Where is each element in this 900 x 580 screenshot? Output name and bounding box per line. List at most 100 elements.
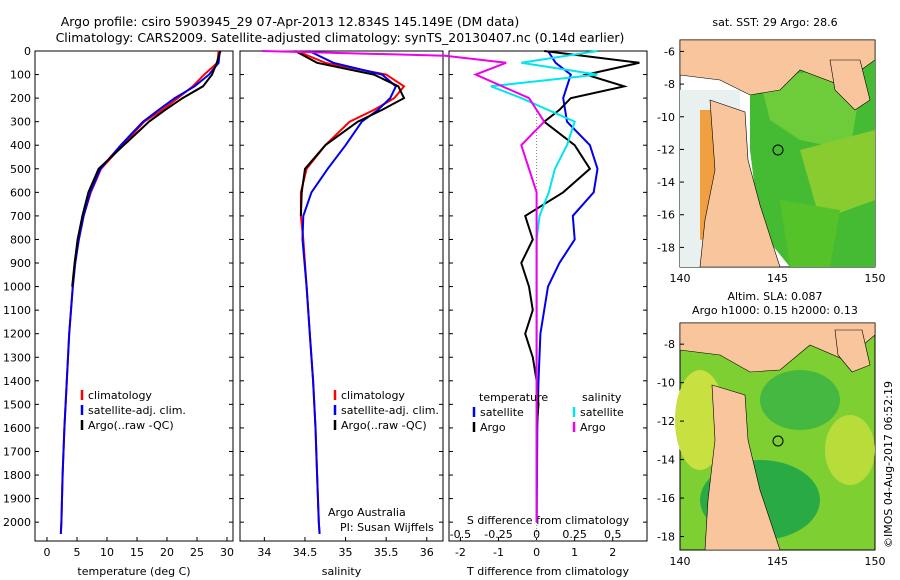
x-tick-label: 35.5 <box>374 546 399 559</box>
y-tick-label: 800 <box>10 233 31 246</box>
x-tick-label: 25 <box>190 546 204 559</box>
series-line-argo <box>71 50 222 287</box>
map-x-tick-label: 150 <box>865 272 886 285</box>
legend-label: satellite <box>580 406 624 419</box>
y-tick-label: 900 <box>10 257 31 270</box>
map-y-tick-label: -14 <box>657 454 675 467</box>
y-tick-label: 1000 <box>3 281 31 294</box>
legend-label: Argo <box>580 421 606 434</box>
x-tick-label: 0 <box>533 546 540 559</box>
sst-map <box>679 39 876 268</box>
map-y-tick-label: -10 <box>657 111 675 124</box>
legend-label: satellite <box>480 406 524 419</box>
series-line-satellite-adj-clim- <box>301 50 398 534</box>
x-top-tick-label: 0.5 <box>604 528 622 541</box>
map-y-tick-label: -16 <box>657 492 675 505</box>
map-y-tick-label: -12 <box>657 143 675 156</box>
salinity-panel: 34 34.5 35 35.5 36 salinity climatology satelli… <box>239 50 444 578</box>
legend-temperature-title: temperature <box>479 391 548 404</box>
map-y-tick-label: -10 <box>657 377 675 390</box>
y-tick-label: 1800 <box>3 469 31 482</box>
y-tick-label: 1500 <box>3 398 31 411</box>
y-tick-label: 700 <box>10 210 31 223</box>
y-tick-label: 1100 <box>3 304 31 317</box>
map-y-tick-label: -18 <box>657 531 675 544</box>
x-tick-label: 2 <box>609 546 616 559</box>
map-x-tick-label: 150 <box>865 555 886 568</box>
y-tick-label: 300 <box>10 116 31 129</box>
x-tick-label: 34 <box>257 546 271 559</box>
y-tick-label: 1700 <box>3 445 31 458</box>
difference-panel: -2 -1 0 1 2 T difference from climatology -0.5… <box>262 50 648 578</box>
legend-salinity-title: salinity <box>582 391 622 404</box>
sla-map-title2: Argo h1000: 0.15 h2000: 0.13 <box>692 304 858 317</box>
sla-map-ticks: 140 145 150 -8 -10 -12 -14 -16 -18 <box>657 338 885 568</box>
timestamp: ©IMOS 04-Aug-2017 06:52:19 <box>882 381 895 548</box>
credit-line2: PI: Susan Wijffels <box>340 521 434 534</box>
credit-line1: Argo Australia <box>328 506 406 519</box>
x-top-tick-label: -0.25 <box>484 528 512 541</box>
sst-map-title: sat. SST: 29 Argo: 28.6 <box>712 16 837 29</box>
series-line-argo <box>294 50 406 216</box>
y-tick-label: 1200 <box>3 328 31 341</box>
x-tick-label: 36 <box>420 546 434 559</box>
y-tick-label: 1900 <box>3 493 31 506</box>
y-tick-label: 600 <box>10 186 31 199</box>
map-y-tick-label: -14 <box>657 176 675 189</box>
legend-label: Argo(..raw -QC) <box>88 419 174 432</box>
map-y-tick-label: -16 <box>657 209 675 222</box>
series-line-s-argo <box>262 50 546 523</box>
series-line-t-satellite <box>535 50 599 523</box>
x-tick-label: 15 <box>130 546 144 559</box>
title-line2: Climatology: CARS2009. Satellite-adjuste… <box>56 30 625 45</box>
legend-label: climatology <box>88 389 152 402</box>
x-top-tick-label: 0.25 <box>562 528 587 541</box>
plot-frame <box>34 50 234 542</box>
map-y-tick-label: -8 <box>664 78 675 91</box>
legend-label: Argo <box>480 421 506 434</box>
plot-frame <box>239 50 444 542</box>
x-tick-label: 35 <box>339 546 353 559</box>
y-tick-label: 200 <box>10 92 31 105</box>
sla-map <box>675 322 876 551</box>
sla-map-title1: Altim. SLA: 0.087 <box>727 290 822 303</box>
x-tick-label: 30 <box>220 546 234 559</box>
sst-map-ticks: 140 145 150 -6 -8 -10 -12 -14 -16 -18 <box>657 45 885 285</box>
legend-label: climatology <box>341 389 405 402</box>
legend-label: satellite-adj. clim. <box>341 404 439 417</box>
x-tick-label: 34.5 <box>293 546 318 559</box>
map-y-tick-label: -6 <box>664 45 675 58</box>
map-y-tick-label: -12 <box>657 415 675 428</box>
x-tick-label: -1 <box>493 546 504 559</box>
map-y-tick-label: -8 <box>664 338 675 351</box>
x-top-tick-label: -0.5 <box>450 528 471 541</box>
x-tick-label: 5 <box>74 546 81 559</box>
y-tick-label: 0 <box>24 45 31 58</box>
legend-label: Argo(..raw -QC) <box>341 419 427 432</box>
x-axis-label: T difference from climatology <box>466 565 629 578</box>
x-top-axis-label: S difference from climatology <box>467 514 630 527</box>
y-tick-label: 1600 <box>3 422 31 435</box>
map-x-tick-label: 145 <box>767 555 788 568</box>
x-tick-label: 10 <box>100 546 114 559</box>
series-line-satellite-adj-clim- <box>59 50 221 534</box>
legend-label: satellite-adj. clim. <box>88 404 186 417</box>
map-y-tick-label: -18 <box>657 241 675 254</box>
x-tick-label: 1 <box>571 546 578 559</box>
title-line1: Argo profile: csiro 5903945_29 07-Apr-20… <box>61 14 520 29</box>
y-tick-label: 2000 <box>3 516 31 529</box>
x-axis-label: temperature (deg C) <box>77 565 190 578</box>
x-axis-label: salinity <box>322 565 362 578</box>
x-tick-label: 0 <box>44 546 51 559</box>
temperature-panel: 0100200300400500600700800900100011001200… <box>3 45 234 578</box>
map-x-tick-label: 140 <box>670 272 691 285</box>
y-tick-label: 100 <box>10 69 31 82</box>
y-tick-label: 500 <box>10 163 31 176</box>
y-tick-label: 1300 <box>3 351 31 364</box>
x-tick-label: 20 <box>160 546 174 559</box>
plot-frame <box>448 50 648 542</box>
y-tick-label: 1400 <box>3 375 31 388</box>
y-tick-label: 400 <box>10 139 31 152</box>
map-x-tick-label: 140 <box>670 555 691 568</box>
